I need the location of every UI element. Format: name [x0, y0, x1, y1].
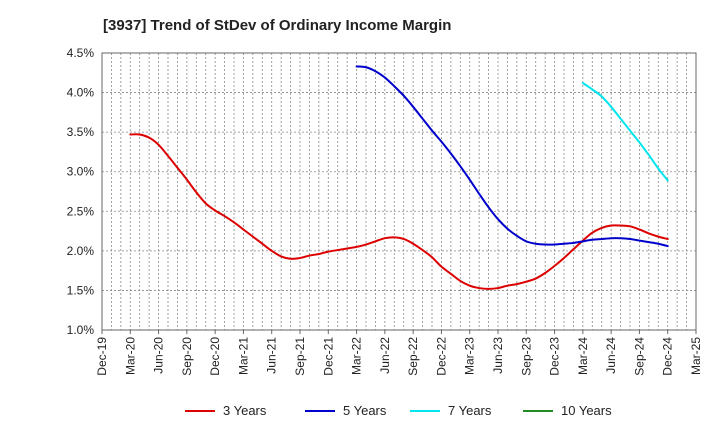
legend-label-10-years: 10 Years — [561, 403, 612, 418]
grid — [102, 53, 696, 330]
x-tick-label: Dec-22 — [434, 337, 448, 376]
x-tick-label: Sep-21 — [293, 337, 307, 376]
x-tick-label: Jun-21 — [265, 337, 279, 374]
series — [129, 65, 669, 290]
x-tick-label: Sep-23 — [519, 337, 533, 376]
x-tick-label: Mar-23 — [463, 337, 477, 375]
y-tick-label: 2.5% — [67, 204, 95, 218]
y-tick-label: 3.0% — [67, 165, 95, 179]
legend-label-5-years: 5 Years — [343, 403, 387, 418]
x-tick-label: Dec-19 — [95, 337, 109, 376]
chart-title: [3937] Trend of StDev of Ordinary Income… — [103, 17, 451, 34]
series-line-5-years — [355, 65, 669, 248]
x-axis-ticks: Dec-19 Mar-20 Jun-20 Sep-20 Dec-20 Mar-21 Jun-… — [95, 330, 703, 376]
y-tick-label: 4.5% — [67, 46, 95, 60]
y-tick-label: 4.0% — [67, 86, 95, 100]
series-line-7-years — [581, 82, 669, 182]
x-tick-label: Sep-22 — [406, 337, 420, 376]
x-tick-label: Mar-20 — [123, 337, 137, 375]
x-tick-label: Mar-22 — [350, 337, 364, 375]
legend: 3 Years 5 Years 7 Years 10 Years — [185, 403, 612, 418]
x-tick-label: Sep-24 — [632, 337, 646, 376]
y-tick-label: 2.0% — [67, 244, 95, 258]
legend-label-7-years: 7 Years — [448, 403, 492, 418]
x-tick-label: Dec-23 — [548, 337, 562, 376]
x-tick-label: Dec-24 — [661, 337, 675, 376]
x-tick-label: Jun-20 — [152, 337, 166, 374]
x-tick-label: Dec-21 — [321, 337, 335, 376]
x-tick-label: Jun-23 — [491, 337, 505, 374]
series-line-3-years — [129, 133, 669, 290]
x-tick-label: Jun-22 — [378, 337, 392, 374]
x-tick-label: Mar-21 — [236, 337, 250, 375]
y-tick-label: 1.5% — [67, 283, 95, 297]
x-tick-label: Dec-20 — [208, 337, 222, 376]
y-axis-ticks: 1.0% 1.5% 2.0% 2.5% 3.0% 3.5% 4.0% 4.5% — [67, 46, 95, 337]
legend-label-3-years: 3 Years — [223, 403, 267, 418]
y-tick-label: 1.0% — [67, 323, 95, 337]
y-tick-label: 3.5% — [67, 125, 95, 139]
x-tick-label: Jun-24 — [604, 337, 618, 374]
x-tick-label: Sep-20 — [180, 337, 194, 376]
x-tick-label: Mar-25 — [689, 337, 703, 375]
plot-frame — [101, 52, 697, 331]
x-tick-label: Mar-24 — [576, 337, 590, 375]
